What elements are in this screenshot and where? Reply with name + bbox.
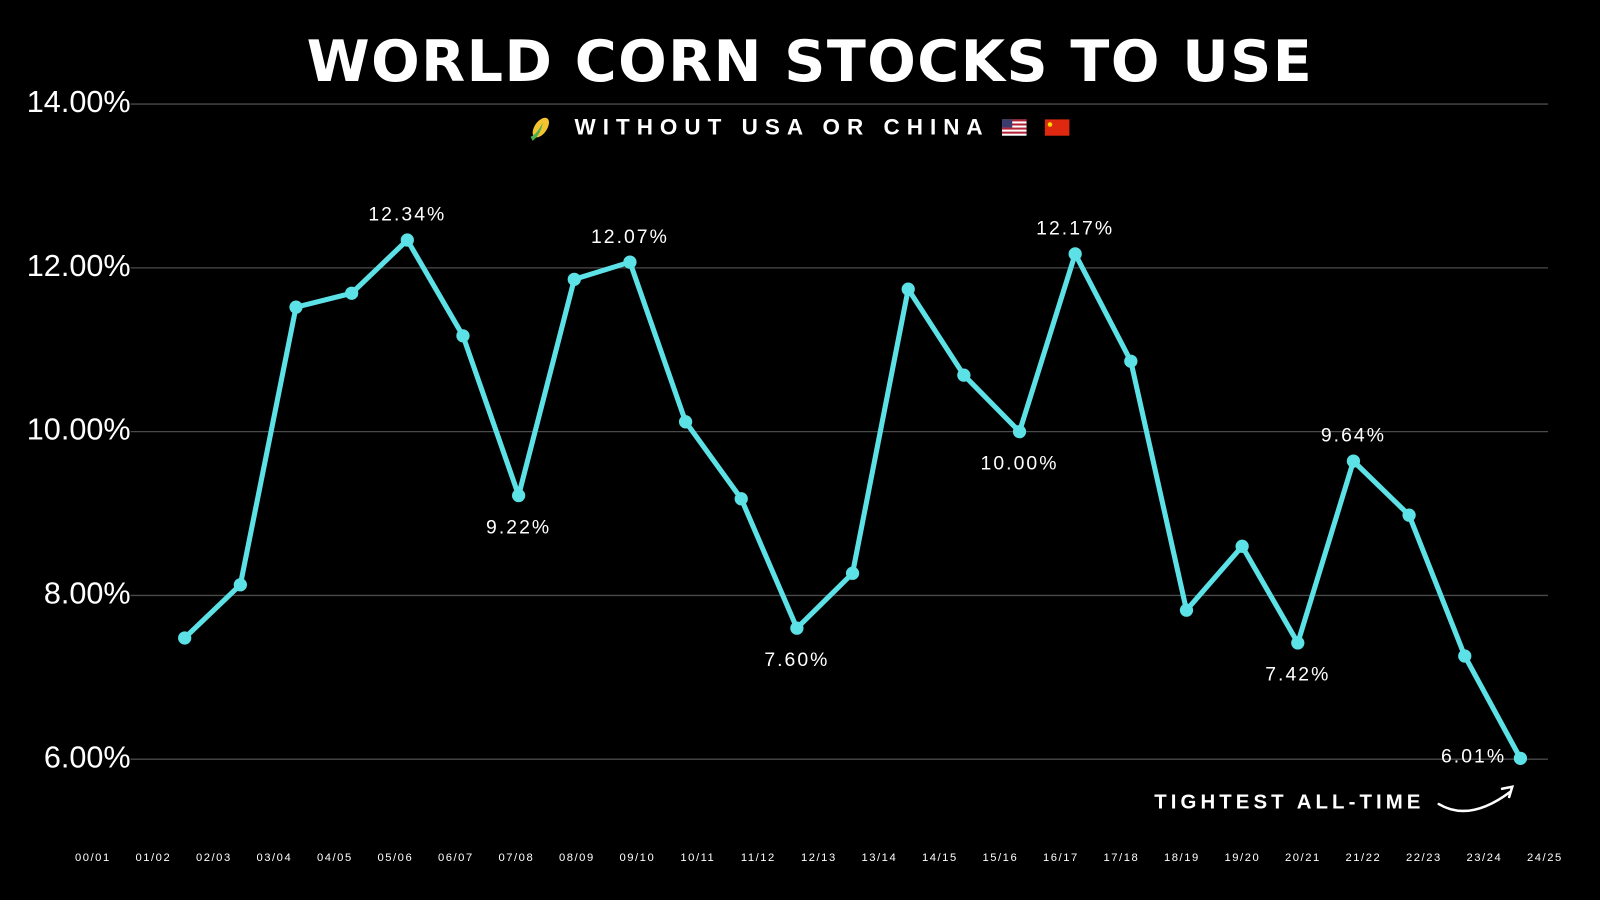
point bbox=[790, 621, 804, 635]
point bbox=[1402, 508, 1416, 522]
data-label: 9.22% bbox=[486, 516, 551, 538]
x-tick-label: 19/20 bbox=[1225, 852, 1261, 864]
y-tick-label: 12.00% bbox=[27, 249, 131, 283]
data-label: 7.60% bbox=[764, 649, 829, 671]
annotation-arrow bbox=[1437, 785, 1515, 813]
point bbox=[400, 233, 414, 247]
x-tick-label: 01/02 bbox=[135, 852, 171, 864]
x-tick-label: 16/17 bbox=[1043, 852, 1079, 864]
y-tick-label: 10.00% bbox=[27, 413, 131, 447]
y-tick-label: 14.00% bbox=[27, 85, 131, 119]
point bbox=[289, 300, 303, 314]
x-tick-label: 06/07 bbox=[438, 852, 474, 864]
chart-subtitle: WITHOUT USA OR CHINA bbox=[574, 114, 982, 139]
x-tick-label: 07/08 bbox=[499, 852, 535, 864]
x-tick-label: 20/21 bbox=[1285, 852, 1321, 864]
x-tick-label: 10/11 bbox=[680, 852, 715, 864]
x-tick-label: 12/13 bbox=[801, 852, 837, 864]
chart-title: WORLD CORN STOCKS TO USE bbox=[307, 29, 1312, 95]
point bbox=[456, 329, 470, 343]
x-tick-label: 21/22 bbox=[1346, 852, 1382, 864]
point bbox=[957, 368, 971, 382]
point bbox=[1012, 425, 1027, 439]
point bbox=[623, 255, 637, 269]
x-tick-label: 18/19 bbox=[1164, 852, 1200, 864]
point bbox=[178, 631, 192, 645]
x-tick-label: 14/15 bbox=[922, 852, 958, 864]
point bbox=[233, 578, 247, 592]
data-label: 12.34% bbox=[368, 204, 446, 226]
x-tick-label: 17/18 bbox=[1104, 852, 1140, 864]
data-label: 6.01% bbox=[1441, 745, 1506, 767]
point bbox=[1513, 751, 1528, 765]
x-tick-label: 03/04 bbox=[256, 852, 292, 864]
point bbox=[1346, 454, 1361, 468]
annotation: TIGHTEST ALL-TIME bbox=[1154, 791, 1424, 813]
point bbox=[567, 272, 581, 286]
y-tick-label: 6.00% bbox=[44, 740, 131, 774]
x-tick-label: 09/10 bbox=[620, 852, 656, 864]
point bbox=[678, 415, 693, 429]
corn-icon bbox=[530, 117, 549, 141]
point bbox=[1291, 636, 1305, 650]
point bbox=[345, 286, 359, 300]
point bbox=[511, 488, 526, 503]
point bbox=[901, 282, 915, 296]
flag-china bbox=[1044, 119, 1070, 136]
point bbox=[734, 492, 748, 506]
data-label: 10.00% bbox=[981, 452, 1059, 474]
point bbox=[1179, 603, 1194, 617]
point bbox=[1458, 649, 1472, 663]
x-tick-label: 15/16 bbox=[983, 852, 1019, 864]
x-tick-label: 23/24 bbox=[1467, 852, 1503, 864]
data-label: 9.64% bbox=[1321, 425, 1386, 447]
x-tick-label: 00/01 bbox=[75, 852, 111, 864]
x-tick-label: 02/03 bbox=[196, 852, 232, 864]
point bbox=[1124, 354, 1138, 368]
x-tick-label: 24/25 bbox=[1527, 852, 1563, 864]
x-tick-label: 08/09 bbox=[559, 852, 595, 864]
x-tick-label: 13/14 bbox=[862, 852, 898, 864]
data-label: 12.07% bbox=[591, 226, 669, 248]
x-tick-label: 04/05 bbox=[317, 852, 353, 864]
x-tick-label: 22/23 bbox=[1406, 852, 1442, 864]
data-label: 7.42% bbox=[1265, 664, 1330, 686]
data-label: 12.17% bbox=[1036, 218, 1114, 240]
x-tick-label: 11/12 bbox=[741, 852, 776, 864]
flag-usa bbox=[1002, 119, 1027, 136]
point bbox=[1235, 539, 1249, 553]
point bbox=[845, 566, 860, 580]
x-tick-label: 05/06 bbox=[377, 852, 413, 864]
point bbox=[1068, 247, 1082, 261]
y-tick-label: 8.00% bbox=[44, 577, 131, 611]
